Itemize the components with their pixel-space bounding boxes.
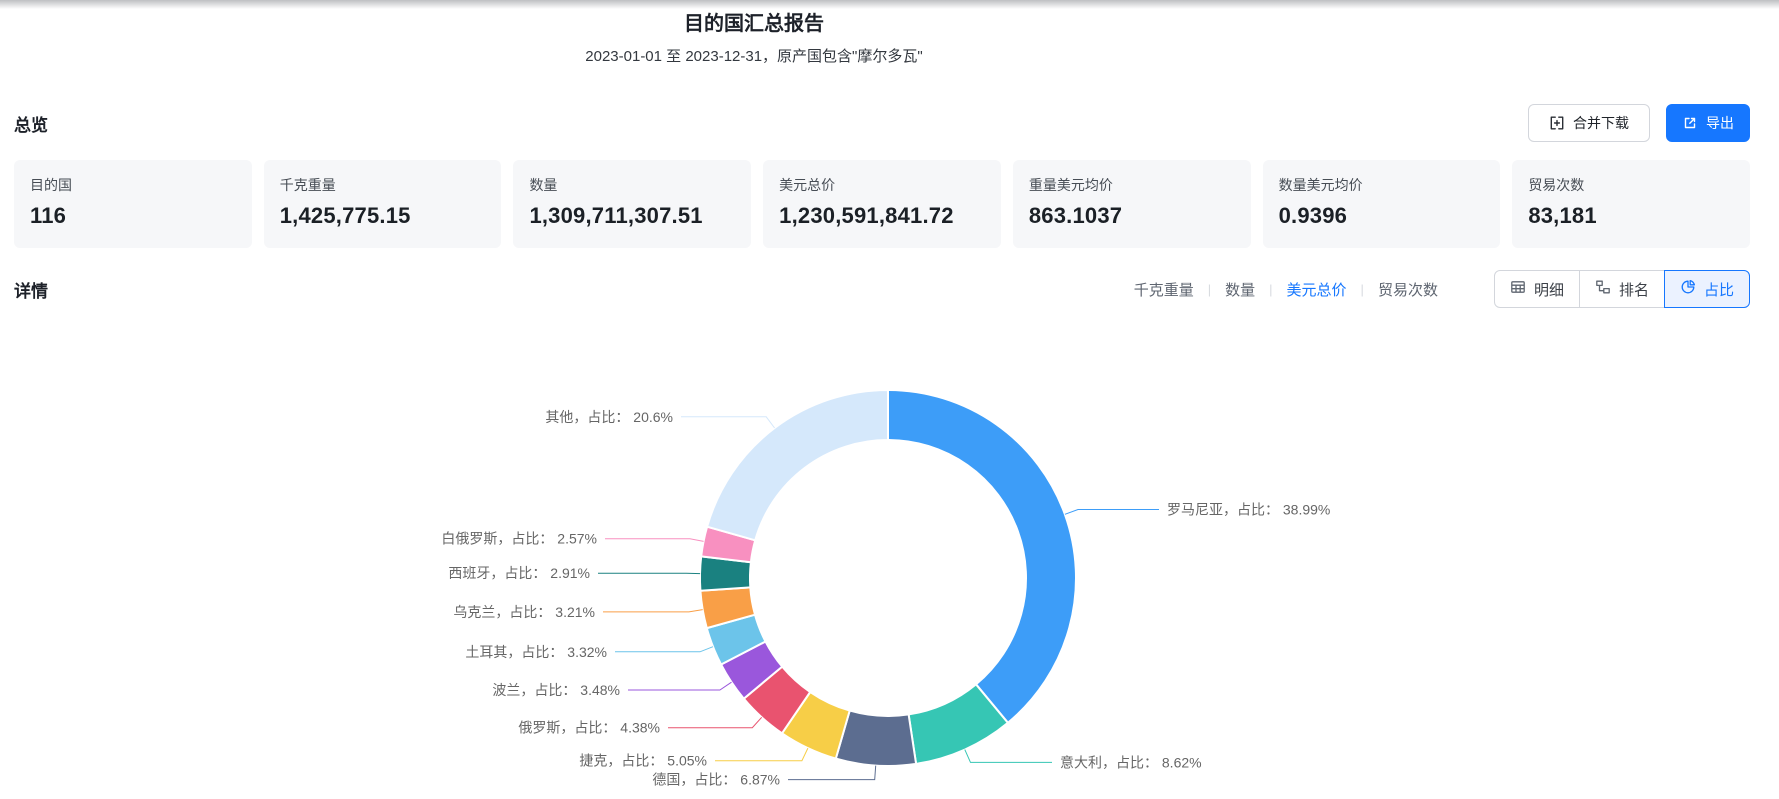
pie-label: 其他，占比： 20.6% — [545, 409, 673, 425]
pie-label-line — [715, 747, 809, 762]
stat-card-quantity: 数量 1,309,711,307.51 — [513, 160, 752, 248]
stat-label: 美元总价 — [779, 177, 836, 193]
page-subtitle: 2023-01-01 至 2023-12-31，原产国包含"摩尔多瓦" — [585, 48, 923, 65]
view-ranking-label: 排名 — [1618, 281, 1649, 299]
stat-cards: 目的国 116 千克重量 1,425,775.15 数量 1,309,711,3… — [14, 160, 1751, 248]
merge-icon — [1549, 115, 1565, 131]
details-heading: 详情 — [14, 281, 48, 301]
stat-label: 贸易次数 — [1528, 177, 1585, 193]
export-button[interactable]: 导出 — [1666, 104, 1750, 142]
pie-label-line — [603, 609, 703, 613]
ranking-icon — [1595, 279, 1611, 299]
overview-bar: 总览 合并下载 导出 — [14, 104, 1750, 142]
pie-label-line — [668, 716, 763, 729]
table-icon — [1510, 279, 1526, 299]
stat-label: 重量美元均价 — [1028, 177, 1113, 193]
header-actions: 合并下载 导出 — [1528, 104, 1750, 142]
view-proportion-button[interactable]: 占比 — [1663, 270, 1750, 308]
tab-kg-weight[interactable]: 千克重量 — [1133, 281, 1194, 299]
stat-label: 数量 — [529, 177, 558, 193]
stat-value: 1,230,591,841.72 — [779, 203, 954, 228]
stat-card-destinations: 目的国 116 — [14, 160, 252, 248]
pie-icon — [1680, 279, 1696, 299]
stat-value: 1,309,711,307.51 — [529, 203, 703, 228]
view-proportion-label: 占比 — [1703, 281, 1734, 299]
pie-label: 白俄罗斯，占比： 2.57% — [441, 531, 597, 547]
pie-label-line — [681, 416, 775, 429]
tab-separator: | — [1207, 281, 1212, 297]
tab-usd-total[interactable]: 美元总价 — [1286, 281, 1347, 299]
view-switch-group: 明细 排名 占比 — [1493, 270, 1750, 308]
export-label: 导出 — [1706, 115, 1734, 131]
merge-download-label: 合并下载 — [1573, 115, 1629, 131]
pie-label-line — [615, 646, 714, 653]
details-bar: 详情 千克重量 | 数量 | 美元总价 | 贸易次数 明细 — [14, 270, 1750, 308]
stat-value: 863.1037 — [1028, 203, 1123, 228]
pie-label: 土耳其，占比： 3.32% — [465, 644, 607, 660]
stat-value: 83,181 — [1528, 203, 1597, 228]
pie-label: 波兰，占比： 3.48% — [492, 682, 620, 698]
pie-slice-0[interactable] — [887, 389, 1077, 724]
pie-label: 罗马尼亚，占比： 38.99% — [1167, 502, 1330, 518]
donut-chart: 罗马尼亚，占比： 38.99% 意大利，占比： 8.62% 德国，占比： 6.87%… — [441, 389, 1330, 788]
pie-label: 意大利，占比： 8.62% — [1060, 754, 1202, 770]
stat-label: 数量美元均价 — [1278, 177, 1363, 193]
merge-download-button[interactable]: 合并下载 — [1528, 104, 1650, 142]
proportion-chart-section: 罗马尼亚，占比： 38.99% 意大利，占比： 8.62% 德国，占比： 6.87%… — [0, 310, 1779, 799]
pie-label: 德国，占比： 6.87% — [652, 772, 780, 788]
tab-separator: | — [1360, 281, 1364, 297]
stat-card-usd-per-qty: 数量美元均价 0.9396 — [1262, 160, 1501, 248]
export-icon — [1682, 115, 1698, 131]
pie-label: 西班牙，占比： 2.91% — [448, 565, 590, 581]
pie-label-line — [1064, 509, 1159, 515]
stat-card-kg-weight: 千克重量 1,425,775.15 — [263, 160, 502, 248]
pie-label-line — [605, 538, 704, 542]
tab-trade-count[interactable]: 贸易次数 — [1377, 281, 1438, 299]
pie-label-line — [788, 765, 877, 781]
stat-label: 目的国 — [30, 177, 72, 193]
tab-quantity[interactable]: 数量 — [1225, 281, 1256, 299]
overview-heading: 总览 — [14, 115, 48, 135]
pie-label: 乌克兰，占比： 3.21% — [453, 604, 595, 620]
view-detail-button[interactable]: 明细 — [1493, 270, 1580, 308]
metric-tabs: 千克重量 | 数量 | 美元总价 | 贸易次数 — [1134, 279, 1438, 300]
stat-value: 116 — [30, 203, 67, 228]
view-detail-label: 明细 — [1533, 281, 1564, 299]
stat-card-usd-total: 美元总价 1,230,591,841.72 — [763, 160, 1001, 248]
stat-card-usd-per-weight: 重量美元均价 863.1037 — [1012, 160, 1251, 248]
pie-slice-10[interactable] — [706, 389, 889, 542]
stat-value: 0.9396 — [1278, 203, 1348, 228]
tab-separator: | — [1269, 281, 1273, 297]
report-header: 目的国汇总报告 2023-01-01 至 2023-12-31，原产国包含"摩尔… — [0, 0, 1508, 68]
page-title: 目的国汇总报告 — [684, 13, 824, 35]
pie-label: 俄罗斯，占比： 4.38% — [518, 720, 660, 736]
pie-label-line — [964, 749, 1052, 763]
stat-label: 千克重量 — [279, 177, 336, 193]
stat-card-trade-count: 贸易次数 83,181 — [1512, 160, 1751, 248]
pie-label: 捷克，占比： 5.05% — [579, 753, 707, 769]
stat-value: 1,425,775.15 — [279, 203, 411, 228]
pie-label-line — [628, 681, 732, 691]
view-ranking-button[interactable]: 排名 — [1578, 270, 1665, 308]
